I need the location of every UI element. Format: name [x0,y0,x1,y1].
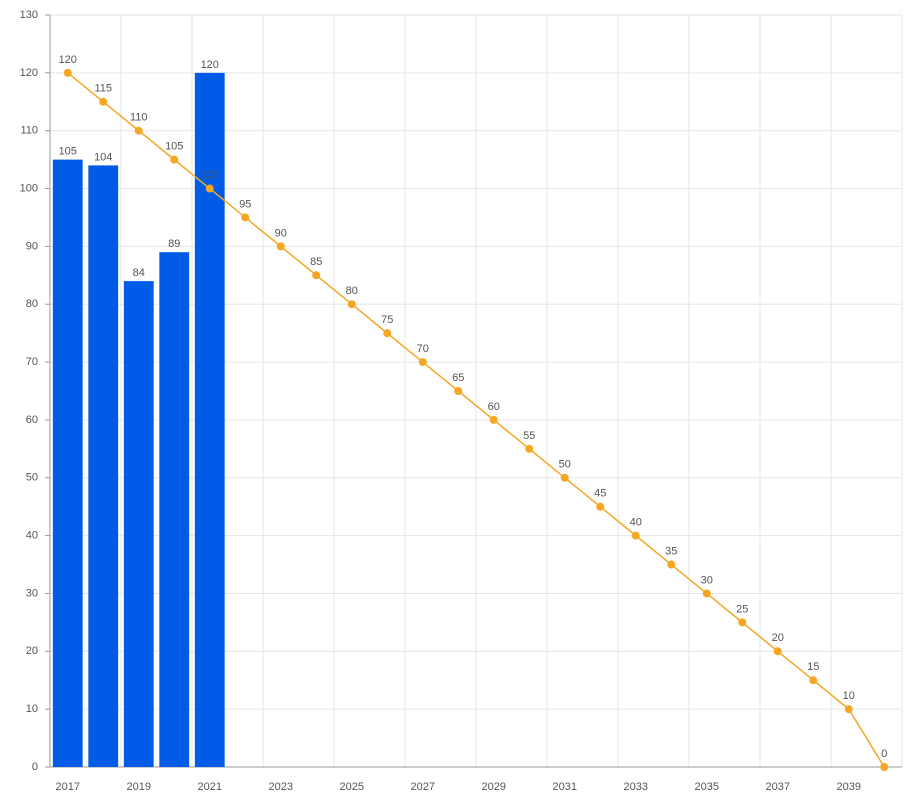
x-tick-label: 2035 [695,781,719,793]
x-tick-label: 2031 [553,781,577,793]
point-label: 60 [488,401,500,413]
y-tick-label: 50 [26,472,38,484]
point [702,589,711,598]
y-tick-label: 110 [20,125,38,137]
point-label: 30 [701,574,713,586]
bar-label: 120 [201,59,219,71]
line [67,72,885,768]
y-tick-label: 70 [26,356,38,368]
point [560,473,569,482]
point-label: 70 [417,343,429,355]
point-label: 95 [239,198,251,210]
point [134,126,143,135]
x-tick-label: 2039 [837,781,861,793]
point [773,647,782,656]
y-tick-label: 90 [26,240,38,252]
bar-label: 84 [133,267,145,279]
x-tick-label: 2025 [340,781,364,793]
point-label: 50 [559,459,571,471]
y-tick-label: 0 [32,761,38,773]
point-label: 65 [452,372,464,384]
point [880,763,889,771]
x-tick-label: 2033 [624,781,648,793]
y-tick-label: 120 [20,67,38,79]
point-label: 100 [201,169,219,181]
point-label: 85 [310,256,322,268]
point [383,329,392,338]
point-label: 55 [523,430,535,442]
bar [88,165,119,767]
bar [123,281,154,767]
point [844,705,853,714]
x-tick-label: 2017 [56,781,80,793]
point-label: 40 [630,517,642,529]
bar [52,159,83,768]
point [241,213,250,222]
point-label: 10 [843,690,855,702]
point [276,242,285,251]
x-tick-label: 2027 [411,781,435,793]
y-tick-label: 80 [26,298,38,310]
point-label: 0 [881,748,887,760]
point-label: 105 [165,141,183,153]
point [596,502,605,511]
y-tick-label: 10 [26,703,38,715]
point [525,444,534,453]
point [99,97,108,106]
point-label: 90 [275,227,287,239]
point [809,676,818,685]
point [631,531,640,540]
y-tick-label: 40 [26,530,38,542]
y-tick-label: 20 [26,645,38,657]
bar [159,252,190,767]
point [489,415,498,424]
bar-label: 89 [168,238,180,250]
point-label: 45 [594,488,606,500]
point-label: 35 [665,545,677,557]
y-tick-label: 100 [20,182,38,194]
point-label: 120 [59,54,77,66]
y-tick-label: 30 [26,587,38,599]
point [312,271,321,280]
point [454,387,463,395]
point-label: 110 [130,112,148,124]
x-tick-label: 2023 [269,781,293,793]
point-label: 20 [772,632,784,644]
point [63,68,72,77]
point [205,184,214,193]
y-tick-label: 130 [20,9,38,21]
point [667,560,676,569]
point-label: 25 [736,603,748,615]
point-label: 115 [94,83,112,95]
x-tick-label: 2029 [482,781,506,793]
point [170,155,179,164]
point-label: 80 [346,285,358,297]
point [347,300,356,309]
point [738,618,747,627]
x-tick-label: 2037 [766,781,790,793]
point-label: 15 [807,661,819,673]
x-tick-label: 2019 [127,781,151,793]
point [418,358,427,367]
y-tick-label: 60 [26,414,38,426]
bar-label: 104 [94,151,112,163]
x-tick-label: 2021 [198,781,222,793]
point-label: 75 [381,314,393,326]
bar-label: 105 [59,146,77,158]
